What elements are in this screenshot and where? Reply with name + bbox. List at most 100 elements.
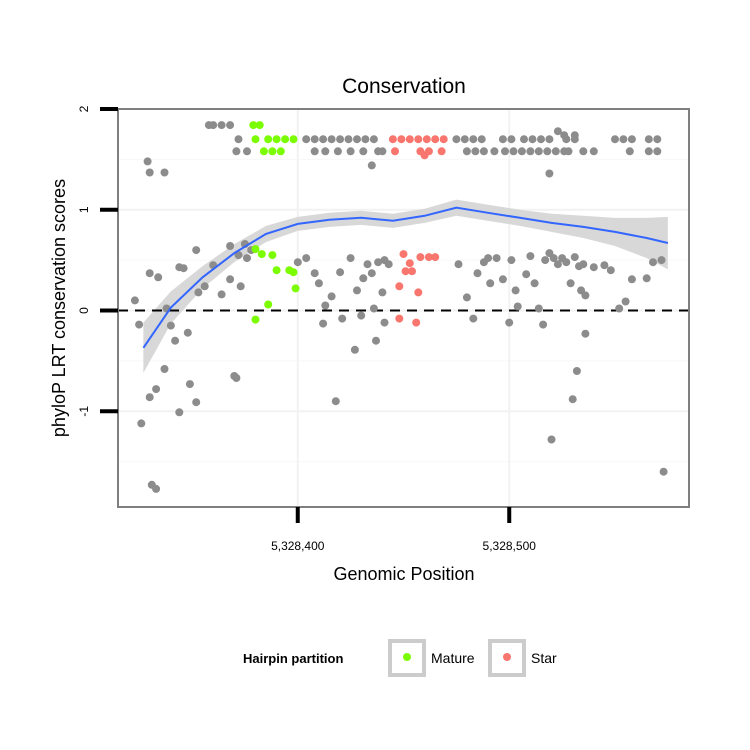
other-point [171, 336, 180, 345]
other-point [310, 269, 319, 278]
star-point [431, 253, 440, 262]
other-point [528, 135, 537, 144]
mature-point [268, 147, 277, 156]
other-point [553, 260, 562, 269]
other-point [541, 256, 550, 265]
other-point [644, 147, 653, 156]
other-point [374, 258, 383, 267]
other-point [653, 135, 662, 144]
star-point [416, 253, 425, 262]
other-point [192, 398, 201, 407]
other-point [369, 135, 378, 144]
other-point [522, 270, 531, 279]
other-point [338, 314, 347, 323]
other-point [517, 147, 526, 156]
other-point [513, 302, 522, 311]
other-point [473, 269, 482, 278]
other-point [543, 147, 552, 156]
other-point [507, 256, 516, 265]
other-point [314, 279, 323, 288]
other-point [183, 328, 192, 337]
other-point [570, 131, 579, 140]
smooth-trend [142, 206, 669, 349]
star-point [422, 135, 431, 144]
y-tick-label: 1 [77, 206, 91, 213]
other-point [185, 380, 194, 389]
other-point [236, 282, 245, 291]
other-point [534, 304, 543, 313]
other-point [653, 147, 662, 156]
legend-dot-mature [403, 653, 411, 661]
other-point [477, 135, 486, 144]
other-point [179, 264, 188, 273]
other-point [534, 147, 543, 156]
other-point [570, 253, 579, 262]
star-point [397, 135, 406, 144]
other-point [511, 286, 520, 295]
other-point [526, 252, 535, 261]
other-point [243, 254, 251, 263]
other-point [462, 293, 471, 302]
other-point [659, 467, 668, 476]
other-point [568, 395, 577, 404]
mature-point [264, 300, 273, 309]
other-point [145, 168, 154, 177]
panel-background [118, 109, 689, 507]
other-point [232, 374, 241, 382]
other-point [625, 147, 634, 156]
other-point [243, 147, 251, 156]
other-point [454, 260, 463, 269]
star-point [439, 135, 448, 144]
other-point [579, 260, 588, 269]
other-point [551, 147, 560, 156]
y-tick-label: 2 [77, 105, 91, 112]
other-point [553, 127, 562, 136]
star-point [405, 135, 414, 144]
other-point [361, 135, 370, 144]
other-point [501, 147, 509, 156]
star-point [414, 288, 423, 297]
y-tick-label: 0 [77, 307, 91, 314]
mature-point [264, 135, 273, 144]
mature-point [259, 147, 268, 156]
star-point [408, 267, 416, 276]
other-point [367, 161, 376, 170]
other-point [581, 291, 590, 300]
other-point [152, 385, 161, 394]
other-point [547, 435, 556, 444]
other-point [319, 319, 328, 328]
other-point [530, 279, 539, 288]
other-point [137, 419, 146, 428]
other-point [479, 147, 488, 156]
x-tick-label: 5,328,500 [483, 539, 537, 553]
star-point [437, 147, 446, 156]
other-point [130, 296, 139, 305]
mature-point [268, 251, 277, 260]
x-axis: 5,328,400 5,328,500 [271, 507, 536, 553]
mature-point [257, 250, 266, 259]
y-axis-title: phyloP LRT conservation scores [49, 179, 69, 437]
other-point [346, 147, 355, 156]
other-point [350, 345, 359, 354]
other-point [310, 147, 319, 156]
other-point [484, 254, 493, 263]
other-point [321, 147, 330, 156]
other-point [192, 246, 201, 255]
y-tick-label: -1 [77, 406, 91, 417]
other-point [226, 242, 235, 250]
other-point [452, 135, 461, 144]
other-point [564, 147, 573, 156]
other-point [336, 135, 345, 144]
other-point [319, 135, 328, 144]
other-point [302, 135, 311, 144]
mature-point [251, 315, 260, 324]
other-point [369, 304, 378, 313]
other-point [498, 135, 507, 144]
other-point [234, 251, 243, 260]
other-point [200, 282, 209, 291]
other-point [486, 279, 495, 288]
other-point [545, 169, 554, 178]
other-point [367, 269, 376, 278]
other-point [353, 135, 361, 144]
other-point [194, 288, 203, 297]
